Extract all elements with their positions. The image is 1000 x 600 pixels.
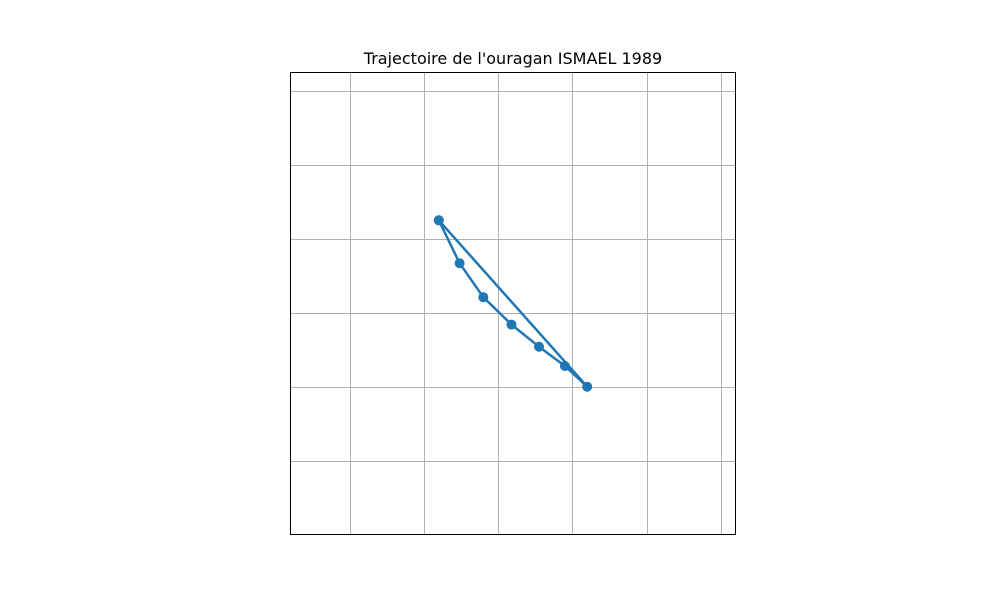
trajectory-point-2	[478, 292, 489, 303]
trajectory-point-5	[559, 361, 570, 371]
x-gridlines	[350, 72, 722, 535]
series-group	[433, 215, 593, 392]
chart-title: Trajectoire de l'ouragan ISMAEL 1989	[363, 49, 662, 68]
trajectory-point-3	[506, 319, 517, 330]
trajectory-point-7	[433, 215, 444, 226]
trajectory-line	[437, 219, 589, 388]
trajectory-point-1	[454, 258, 465, 269]
plot-area	[290, 72, 736, 535]
trajectory-point-6	[582, 381, 593, 392]
trajectory-point-4	[534, 341, 544, 352]
plot-frame	[290, 72, 736, 535]
y-gridlines	[290, 91, 736, 462]
